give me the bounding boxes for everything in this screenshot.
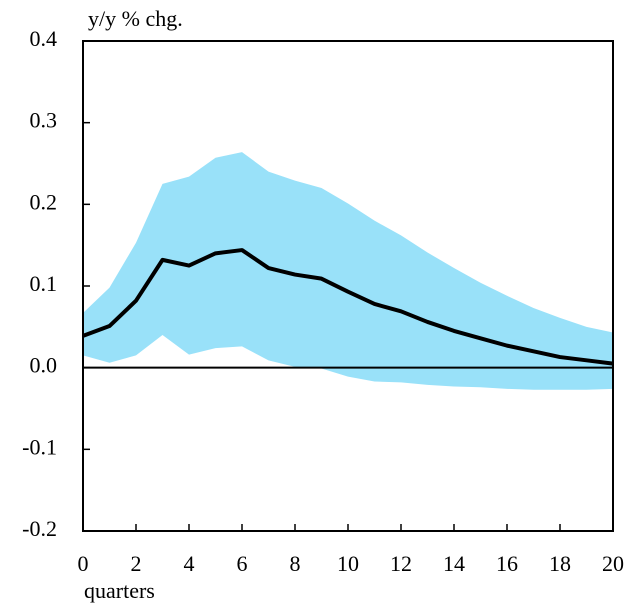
- y-axis-label: y/y % chg.: [88, 6, 183, 31]
- x-tick-label: 14: [443, 551, 465, 576]
- x-tick-label: 4: [184, 551, 195, 576]
- y-tick-label: -0.1: [22, 434, 57, 459]
- y-tick-label: 0.2: [30, 189, 58, 214]
- x-tick-label: 16: [496, 551, 518, 576]
- x-tick-label: 20: [602, 551, 624, 576]
- y-tick-label: 0.0: [30, 353, 58, 378]
- y-tick-label: 0.4: [30, 26, 58, 51]
- x-tick-label: 6: [237, 551, 248, 576]
- x-tick-label: 0: [78, 551, 89, 576]
- x-tick-label: 18: [549, 551, 571, 576]
- y-tick-label: 0.1: [30, 271, 58, 296]
- x-tick-label: 10: [337, 551, 359, 576]
- x-tick-label: 12: [390, 551, 412, 576]
- x-tick-label: 2: [131, 551, 142, 576]
- y-tick-label: -0.2: [22, 516, 57, 541]
- y-tick-label: 0.3: [30, 108, 58, 133]
- line: [82, 248, 614, 366]
- confidence-band: [83, 152, 613, 390]
- x-axis-label: quarters: [84, 578, 155, 603]
- x-tick-label: 8: [290, 551, 301, 576]
